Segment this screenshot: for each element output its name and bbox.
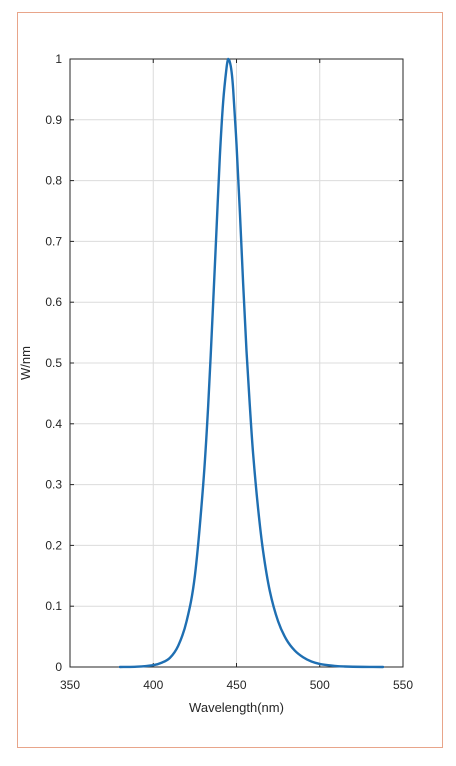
x-tick-label: 450: [226, 678, 246, 692]
x-tick-label: 500: [310, 678, 330, 692]
y-axis-label: W/nm: [18, 346, 33, 380]
y-tick-label: 0.1: [45, 599, 62, 613]
x-tick-label: 350: [60, 678, 80, 692]
y-tick-label: 0.8: [45, 174, 62, 188]
y-tick-label: 0: [55, 660, 62, 674]
y-tick-label: 0.4: [45, 417, 62, 431]
y-tick-label: 0.3: [45, 478, 62, 492]
ticks: 350 400 450 500 550 0 0.1 0.2 0.3 0.4 0.5 0.6 0.7 0.8…: [45, 52, 413, 692]
x-tick-label: 400: [143, 678, 163, 692]
x-axis-label: Wavelength(nm): [189, 700, 284, 715]
y-tick-label: 0.5: [45, 356, 62, 370]
y-tick-label: 0.2: [45, 538, 62, 552]
figure-frame: [17, 12, 443, 748]
x-tick-label: 550: [393, 678, 413, 692]
spectrum-line: [118, 57, 385, 669]
y-tick-label: 0.7: [45, 234, 62, 248]
y-tick-label: 0.6: [45, 295, 62, 309]
y-tick-label: 0.9: [45, 113, 62, 127]
y-tick-label: 1: [55, 52, 62, 66]
